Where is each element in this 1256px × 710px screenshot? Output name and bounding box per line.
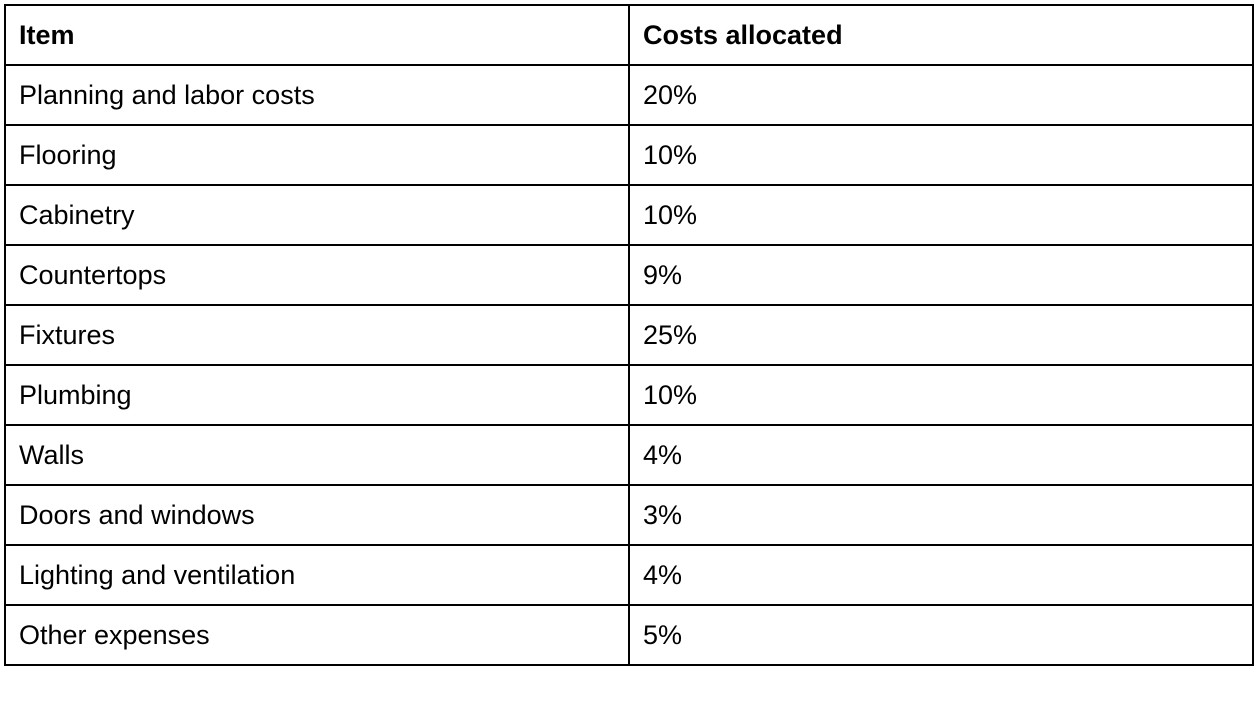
item-cell: Doors and windows [4,484,630,546]
cost-allocation-table-container: Item Costs allocated Planning and labor … [4,4,1254,666]
item-cell: Cabinetry [4,184,630,246]
column-header-costs-allocated: Costs allocated [628,4,1254,66]
table-row: Walls 4% [4,424,1254,486]
table-row: Doors and windows 3% [4,484,1254,546]
table-row: Other expenses 5% [4,604,1254,666]
cost-cell: 9% [628,244,1254,306]
cost-cell: 10% [628,364,1254,426]
item-cell: Fixtures [4,304,630,366]
cost-cell: 10% [628,184,1254,246]
table-row: Lighting and ventilation 4% [4,544,1254,606]
table-row: Cabinetry 10% [4,184,1254,246]
cost-cell: 4% [628,544,1254,606]
cost-cell: 10% [628,124,1254,186]
cost-cell: 5% [628,604,1254,666]
table-header-row: Item Costs allocated [4,4,1254,66]
table-row: Fixtures 25% [4,304,1254,366]
cost-cell: 4% [628,424,1254,486]
cost-cell: 25% [628,304,1254,366]
item-cell: Plumbing [4,364,630,426]
item-cell: Other expenses [4,604,630,666]
item-cell: Walls [4,424,630,486]
item-cell: Lighting and ventilation [4,544,630,606]
table-row: Planning and labor costs 20% [4,64,1254,126]
column-header-item: Item [4,4,630,66]
table-row: Countertops 9% [4,244,1254,306]
table-row: Plumbing 10% [4,364,1254,426]
cost-cell: 3% [628,484,1254,546]
item-cell: Countertops [4,244,630,306]
table-row: Flooring 10% [4,124,1254,186]
item-cell: Flooring [4,124,630,186]
cost-allocation-table: Item Costs allocated Planning and labor … [4,4,1254,666]
item-cell: Planning and labor costs [4,64,630,126]
cost-cell: 20% [628,64,1254,126]
